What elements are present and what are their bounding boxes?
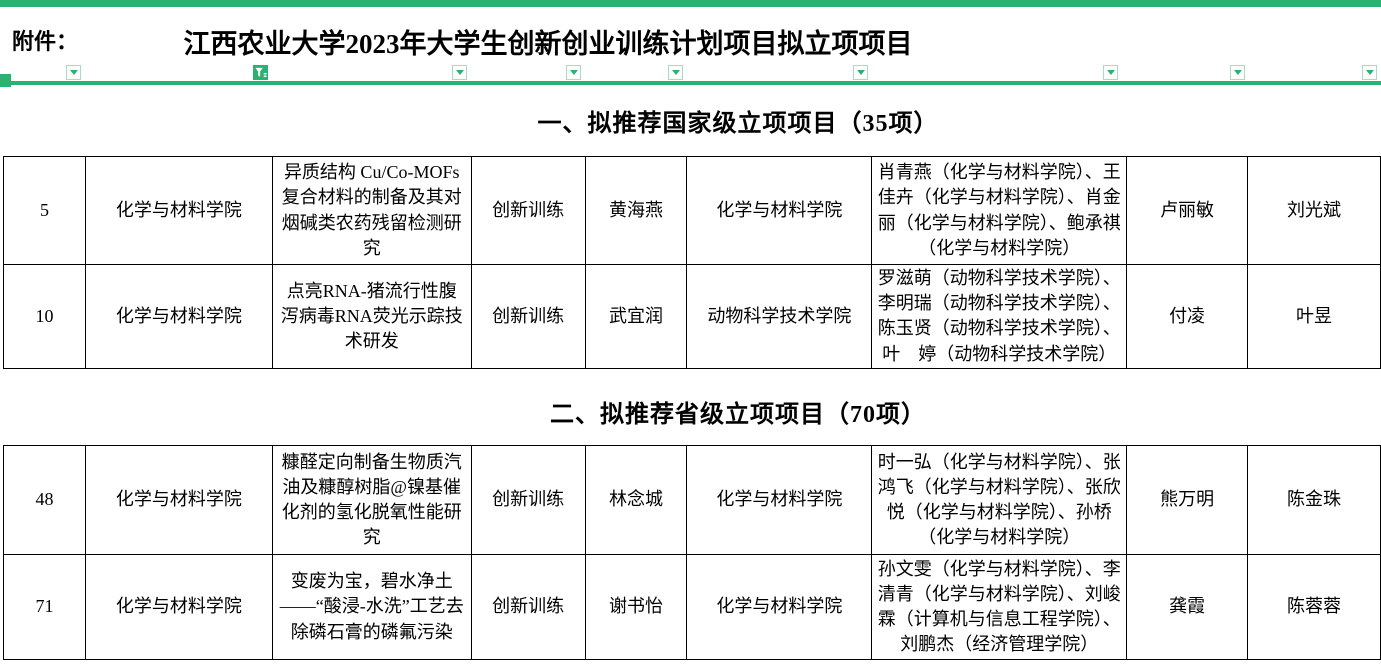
cell-advisor-2[interactable]: 陈金珠 <box>1247 445 1381 555</box>
top-accent-bar <box>0 0 1381 7</box>
cell-project-type[interactable]: 创新训练 <box>470 156 586 265</box>
chevron-down-icon <box>569 70 578 75</box>
table-row: 71 化学与材料学院 变废为宝，碧水净土——“酸浸-水洗”工艺去除磷石膏的磷氟污… <box>3 554 1381 660</box>
section-heading-provincial: 二、拟推荐省级立项项目（70项） <box>550 402 926 428</box>
cell-leader-college[interactable]: 动物科学技术学院 <box>686 264 873 369</box>
cell-advisor-2[interactable]: 陈蓉蓉 <box>1247 554 1381 660</box>
table-row: 48 化学与材料学院 糠醛定向制备生物质汽油及糠醇树脂@镍基催化剂的氢化脱氧性能… <box>3 445 1381 555</box>
freeze-pane-handle <box>0 74 11 87</box>
cell-project-title[interactable]: 糠醛定向制备生物质汽油及糠醇树脂@镍基催化剂的氢化脱氧性能研究 <box>271 445 472 555</box>
cell-project-title[interactable]: 异质结构 Cu/Co-MOFs复合材料的制备及其对烟碱类农药残留检测研究 <box>271 156 472 265</box>
cell-leader-college[interactable]: 化学与材料学院 <box>686 554 873 660</box>
filter-button-col4[interactable] <box>566 65 581 80</box>
cell-serial[interactable]: 10 <box>3 264 86 369</box>
cell-advisor-1[interactable]: 熊万明 <box>1126 445 1249 555</box>
cell-project-type[interactable]: 创新训练 <box>470 554 586 660</box>
filter-button-col9[interactable] <box>1362 65 1377 80</box>
chevron-down-icon <box>1233 70 1242 75</box>
chevron-down-icon <box>856 70 865 75</box>
filter-button-col7[interactable] <box>1103 65 1118 80</box>
filter-funnel-icon <box>255 67 267 78</box>
cell-project-type[interactable]: 创新训练 <box>470 445 586 555</box>
cell-college[interactable]: 化学与材料学院 <box>84 445 273 555</box>
cell-serial[interactable]: 48 <box>3 445 86 555</box>
attachment-label: 附件： <box>12 29 79 54</box>
filter-button-col5[interactable] <box>668 65 683 80</box>
chevron-down-icon <box>1106 70 1115 75</box>
cell-project-title[interactable]: 变废为宝，碧水净土——“酸浸-水洗”工艺去除磷石膏的磷氟污染 <box>271 554 472 660</box>
cell-members[interactable]: 孙文雯（化学与材料学院）、李清青（化学与材料学院）、刘峻霖（计算机与信息工程学院… <box>871 554 1128 660</box>
cell-members[interactable]: 时一弘（化学与材料学院）、张鸿飞（化学与材料学院）、张欣悦（化学与材料学院）、孙… <box>871 445 1128 555</box>
section-heading-national: 一、拟推荐国家级立项项目（35项） <box>537 111 939 137</box>
freeze-pane-line <box>0 81 1381 85</box>
filter-button-col2-active[interactable] <box>253 65 268 80</box>
chevron-down-icon <box>1365 70 1374 75</box>
table-row: 5 化学与材料学院 异质结构 Cu/Co-MOFs复合材料的制备及其对烟碱类农药… <box>3 156 1381 265</box>
cell-leader[interactable]: 武宜润 <box>584 264 688 369</box>
chevron-down-icon <box>671 70 680 75</box>
cell-college[interactable]: 化学与材料学院 <box>84 264 273 369</box>
cell-advisor-2[interactable]: 刘光斌 <box>1247 156 1381 265</box>
cell-project-type[interactable]: 创新训练 <box>470 264 586 369</box>
cell-college[interactable]: 化学与材料学院 <box>84 156 273 265</box>
cell-serial[interactable]: 5 <box>3 156 86 265</box>
cell-advisor-1[interactable]: 付凌 <box>1126 264 1249 369</box>
cell-leader-college[interactable]: 化学与材料学院 <box>686 156 873 265</box>
cell-advisor-1[interactable]: 龚霞 <box>1126 554 1249 660</box>
page-title: 江西农业大学2023年大学生创新创业训练计划项目拟立项项目 <box>183 29 913 59</box>
filter-button-col6[interactable] <box>853 65 868 80</box>
national-projects-table: 5 化学与材料学院 异质结构 Cu/Co-MOFs复合材料的制备及其对烟碱类农药… <box>3 156 1381 369</box>
cell-project-title[interactable]: 点亮RNA-猪流行性腹泻病毒RNA荧光示踪技术研发 <box>271 264 472 369</box>
chevron-down-icon <box>69 70 78 75</box>
cell-advisor-1[interactable]: 卢丽敏 <box>1126 156 1249 265</box>
cell-leader-college[interactable]: 化学与材料学院 <box>686 445 873 555</box>
chevron-down-icon <box>455 70 464 75</box>
cell-members[interactable]: 肖青燕（化学与材料学院）、王佳卉（化学与材料学院）、肖金丽（化学与材料学院）、鲍… <box>871 156 1128 265</box>
filter-button-col1[interactable] <box>66 65 81 80</box>
cell-college[interactable]: 化学与材料学院 <box>84 554 273 660</box>
table-row: 10 化学与材料学院 点亮RNA-猪流行性腹泻病毒RNA荧光示踪技术研发 创新训… <box>3 264 1381 369</box>
cell-leader[interactable]: 谢书怡 <box>584 554 688 660</box>
cell-serial[interactable]: 71 <box>3 554 86 660</box>
cell-advisor-2[interactable]: 叶昱 <box>1247 264 1381 369</box>
provincial-projects-table: 48 化学与材料学院 糠醛定向制备生物质汽油及糠醇树脂@镍基催化剂的氢化脱氧性能… <box>3 445 1381 660</box>
cell-leader[interactable]: 黄海燕 <box>584 156 688 265</box>
filter-button-col3[interactable] <box>452 65 467 80</box>
filter-button-col8[interactable] <box>1230 65 1245 80</box>
cell-members[interactable]: 罗滋萌（动物科学技术学院）、李明瑞（动物科学技术学院）、陈玉贤（动物科学技术学院… <box>871 264 1128 369</box>
cell-leader[interactable]: 林念城 <box>584 445 688 555</box>
